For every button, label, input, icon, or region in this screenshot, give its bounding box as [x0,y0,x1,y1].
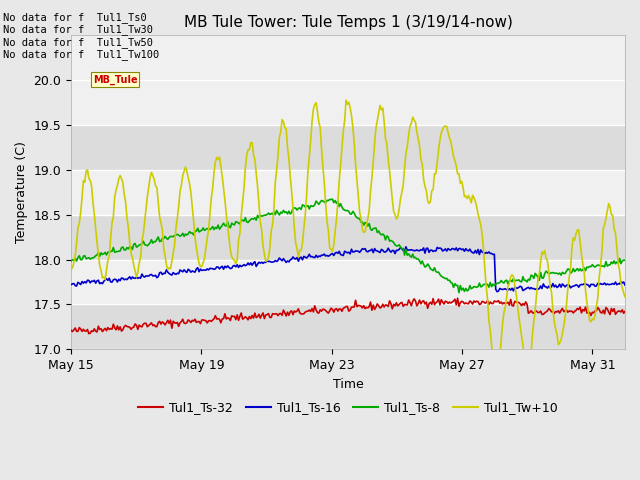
Bar [71,304,625,349]
X-axis label: Time: Time [333,378,364,391]
Title: MB Tule Tower: Tule Temps 1 (3/19/14-now): MB Tule Tower: Tule Temps 1 (3/19/14-now… [184,15,513,30]
Text: MB_Tule: MB_Tule [93,74,138,84]
Text: No data for f  Tul1_Ts0
No data for f  Tul1_Tw30
No data for f  Tul1_Tw50
No dat: No data for f Tul1_Ts0 No data for f Tul… [3,12,159,60]
Bar [71,125,625,170]
Legend: Tul1_Ts-32, Tul1_Ts-16, Tul1_Ts-8, Tul1_Tw+10: Tul1_Ts-32, Tul1_Ts-16, Tul1_Ts-8, Tul1_… [133,396,563,420]
Y-axis label: Temperature (C): Temperature (C) [15,142,28,243]
Bar [71,215,625,260]
